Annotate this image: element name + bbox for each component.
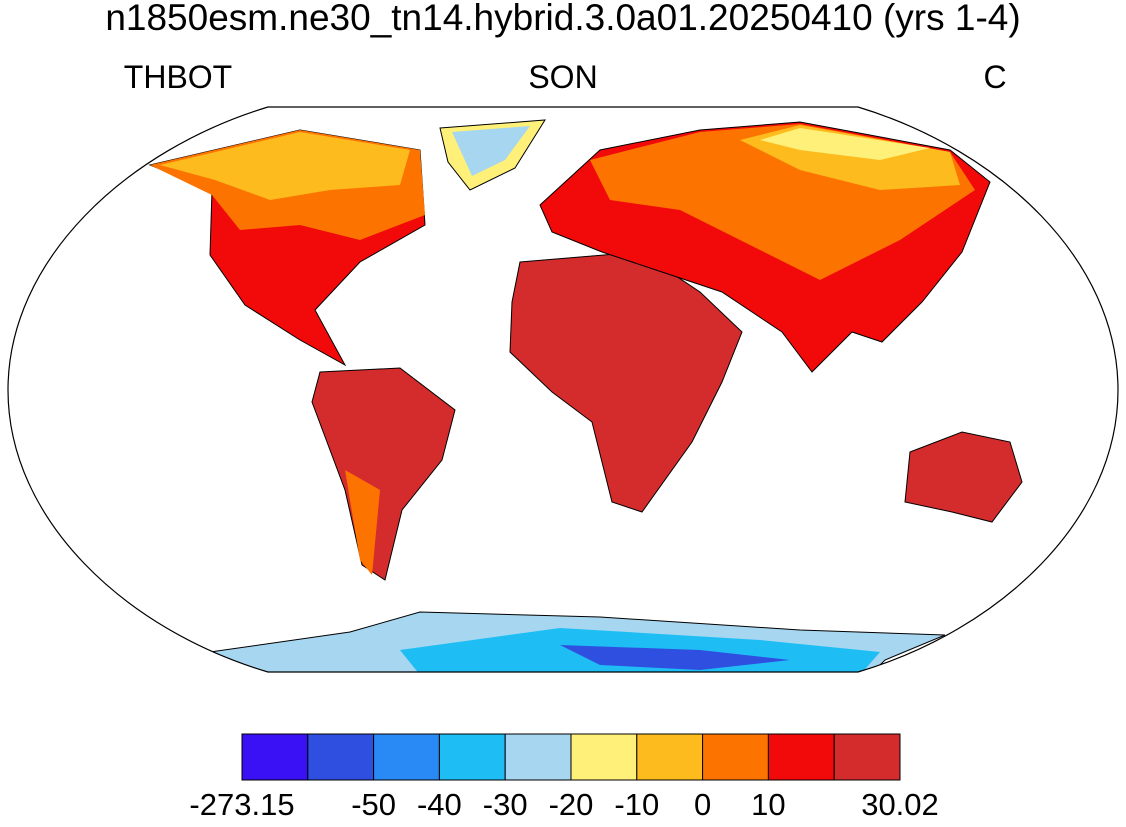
colorbar-box [702,733,769,781]
antarctica-plateau [560,645,790,670]
map [8,107,1118,672]
colorbar-box [307,733,375,781]
colorbar-box [833,733,901,781]
colorbar-box [636,733,704,781]
units-label: C [983,59,1006,95]
south-america [311,367,456,581]
colorbar-box [438,733,506,781]
africa [509,251,743,513]
colorbar-label: -40 [417,787,462,822]
colorbar-box [570,733,638,781]
colorbar-label: -10 [614,787,659,822]
colorbar-label: 30.02 [861,787,939,822]
colorbar-label: -30 [483,787,528,822]
colorbar-box [767,733,835,781]
australia [904,431,1023,523]
title: n1850esm.ne30_tn14.hybrid.3.0a01.2025041… [105,0,1020,38]
variable-label: THBOT [124,59,232,95]
colorbar-box [241,733,309,781]
season-label: SON [528,59,597,95]
arctic-canada [160,132,410,200]
colorbar-label: 0 [694,787,711,822]
colorbar-label: -50 [351,787,396,822]
colorbar-label: -20 [549,787,594,822]
map-outline [7,106,1119,673]
colorbar: -273.15 -50 -40 -30 -20 -10 0 10 30.02 [189,733,939,822]
colorbar-label: 10 [751,787,785,822]
colorbar-box [373,733,440,781]
arctic-coast [760,128,930,160]
colorbar-label: -273.15 [189,787,294,822]
greenland-ice [452,126,530,176]
colorbar-box [504,733,572,781]
patagonia [345,470,380,575]
